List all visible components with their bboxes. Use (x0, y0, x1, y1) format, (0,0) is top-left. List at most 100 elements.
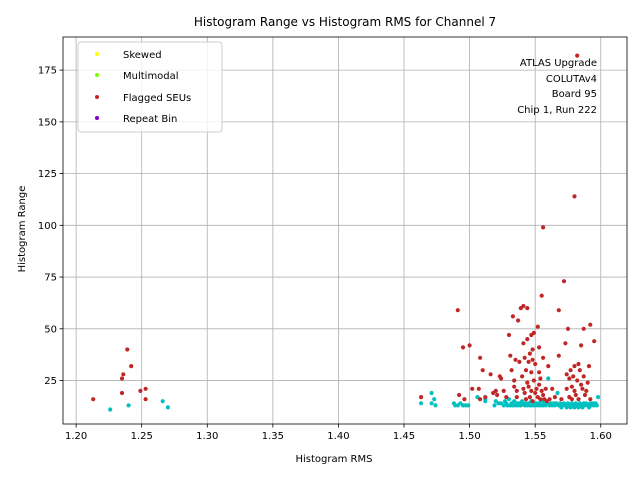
point-flagged-seus (569, 397, 575, 402)
point-flagged-seus (506, 332, 512, 338)
point-flagged-seus (530, 357, 535, 362)
point-flagged-seus (576, 397, 581, 402)
x-axis-label: Histogram RMS (296, 454, 373, 465)
data-points (91, 53, 601, 412)
point-flagged-seus (521, 303, 526, 309)
point-flagged-seus (462, 397, 467, 402)
point-flagged-seus (541, 225, 546, 230)
point-flagged-seus (143, 386, 148, 391)
point-flagged-seus (552, 395, 558, 400)
point-flagged-seus (525, 306, 530, 311)
point-flagged-seus (579, 382, 584, 387)
point-nominal (555, 390, 560, 396)
point-flagged-seus (501, 388, 506, 393)
point-nominal (429, 401, 434, 406)
x-tick-label: 1.20 (65, 431, 87, 442)
point-flagged-seus (586, 364, 592, 369)
point-flagged-seus (512, 378, 517, 383)
point-flagged-seus (119, 376, 125, 381)
point-flagged-seus (571, 374, 576, 379)
point-flagged-seus (530, 347, 535, 352)
point-flagged-seus (541, 392, 546, 398)
point-flagged-seus (537, 382, 542, 387)
point-flagged-seus (547, 397, 552, 402)
point-flagged-seus (575, 53, 580, 58)
y-tick-label: 25 (44, 376, 57, 387)
point-flagged-seus (572, 364, 577, 369)
point-nominal (432, 397, 437, 402)
point-flagged-seus (580, 386, 585, 391)
point-flagged-seus (539, 293, 544, 298)
legend: Skewed Multimodal Flagged SEUs Repeat Bi… (77, 41, 223, 133)
point-flagged-seus (509, 368, 514, 373)
point-flagged-seus (520, 374, 525, 379)
point-nominal (419, 401, 424, 406)
point-flagged-seus (538, 376, 543, 381)
point-flagged-seus (525, 337, 530, 342)
point-flagged-seus (531, 378, 537, 383)
point-flagged-seus (564, 386, 569, 391)
x-tick-label: 1.25 (131, 431, 153, 442)
legend-marker-flagged-seus (95, 95, 99, 99)
point-flagged-seus (121, 372, 126, 377)
point-flagged-seus (577, 368, 582, 373)
point-flagged-seus (504, 395, 509, 400)
point-flagged-seus (522, 355, 527, 360)
point-flagged-seus (523, 368, 529, 373)
y-tick-label: 150 (38, 117, 57, 128)
y-tick-label: 125 (38, 169, 57, 180)
point-flagged-seus (563, 341, 568, 346)
point-flagged-seus (529, 370, 534, 375)
annotation-line-2: COLUTAv4 (546, 74, 597, 85)
legend-marker-multimodal (95, 73, 99, 77)
x-tick-label: 1.55 (524, 431, 546, 442)
point-flagged-seus (478, 397, 483, 402)
point-flagged-seus (569, 384, 575, 389)
point-flagged-seus (529, 388, 534, 393)
point-flagged-seus (143, 397, 148, 402)
x-tick-label: 1.30 (196, 431, 218, 442)
point-nominal (433, 403, 438, 408)
point-flagged-seus (561, 279, 567, 284)
point-flagged-seus (575, 378, 580, 383)
point-flagged-seus (521, 341, 526, 346)
x-tick-label: 1.50 (458, 431, 480, 442)
point-flagged-seus (455, 308, 460, 313)
annotation-line-4: Chip 1, Run 222 (517, 105, 597, 116)
point-flagged-seus (582, 392, 588, 398)
point-flagged-seus (550, 386, 555, 391)
point-flagged-seus (419, 395, 424, 400)
legend-label-flagged-seus: Flagged SEUs (123, 93, 191, 104)
point-nominal (483, 399, 488, 404)
point-flagged-seus (588, 322, 593, 327)
point-flagged-seus (522, 390, 527, 396)
point-flagged-seus (138, 388, 143, 393)
point-flagged-seus (534, 386, 539, 391)
point-flagged-seus (543, 386, 548, 391)
annotation-line-1: ATLAS Upgrade (520, 58, 597, 69)
legend-item-multimodal: Multimodal (95, 71, 179, 82)
point-flagged-seus (538, 397, 543, 402)
point-flagged-seus (480, 368, 485, 373)
y-axis-label: Histogram Range (17, 186, 28, 273)
point-flagged-seus (514, 388, 519, 393)
point-flagged-seus (533, 390, 538, 396)
point-flagged-seus (129, 364, 134, 369)
point-nominal (108, 407, 113, 412)
point-nominal (466, 403, 471, 408)
point-nominal (126, 403, 131, 408)
x-tick-label: 1.35 (262, 431, 284, 442)
point-flagged-seus (523, 397, 529, 402)
point-flagged-seus (499, 376, 504, 381)
point-flagged-seus (572, 194, 577, 199)
point-flagged-seus (584, 388, 589, 393)
point-flagged-seus (539, 388, 544, 393)
point-flagged-seus (517, 359, 522, 364)
point-flagged-seus (533, 361, 538, 367)
point-flagged-seus (493, 388, 498, 393)
legend-item-repeat-bin: Repeat Bin (95, 114, 177, 125)
run-annotation: ATLAS Upgrade COLUTAv4 Board 95 Chip 1, … (517, 58, 597, 116)
point-flagged-seus (526, 359, 531, 364)
point-flagged-seus (541, 355, 546, 360)
point-flagged-seus (592, 339, 597, 344)
